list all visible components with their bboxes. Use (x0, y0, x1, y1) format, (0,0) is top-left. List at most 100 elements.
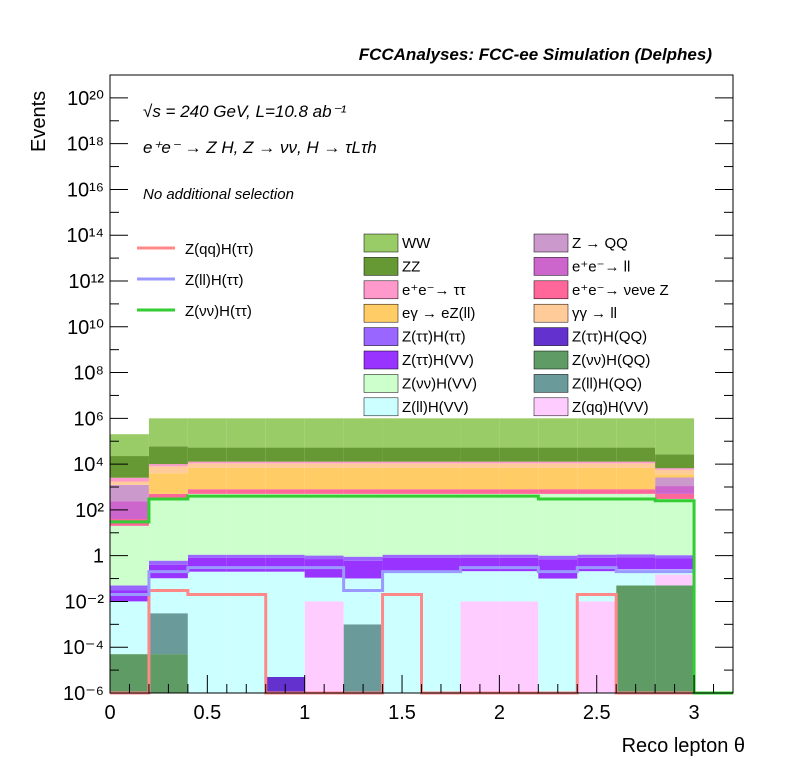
legend-label: Z(νν)H(QQ) (572, 352, 650, 369)
legend-swatch (533, 233, 569, 253)
bar-e-e- (655, 468, 695, 470)
bar--ll (421, 463, 461, 468)
bar-z-qq-h-vv- (304, 601, 344, 693)
bar-zz (577, 447, 617, 462)
bar-z-h- (148, 560, 188, 565)
y-tick-label: 10¹⁸ (67, 134, 104, 156)
bar--ll (343, 463, 383, 468)
bar-zz (421, 447, 461, 462)
bar-zz (538, 447, 578, 462)
process-annotation: e⁺e⁻ → Z H, Z → νν, H → τLτh (143, 138, 377, 157)
legend-swatch (533, 303, 569, 323)
legend-label: Z(νν)H(VV) (402, 375, 477, 392)
bar-e-ez-ll- (148, 473, 188, 494)
bar-ww (226, 418, 266, 448)
bar-z-h- (343, 556, 383, 561)
bar-z-ll-h-vv- (110, 601, 149, 655)
bar-zz (382, 447, 422, 462)
bar-z-h-vv- (226, 557, 266, 572)
legend-swatch (363, 257, 399, 276)
bar-z-qq (110, 484, 149, 502)
y-tick-label: 10⁶ (74, 408, 104, 430)
legend-label: γγ → ll (572, 305, 617, 322)
bar-z-h- (265, 554, 305, 558)
bar-z-ll-h-qq- (148, 613, 188, 655)
legend-label: WW (402, 235, 431, 252)
bar-ww (616, 418, 656, 448)
x-tick-label: 0.5 (193, 702, 221, 724)
legend-label: Z(ll)H(VV) (402, 399, 469, 416)
bar-ww (304, 418, 344, 448)
legend-swatch (363, 327, 399, 346)
y-tick-label: 10² (75, 500, 104, 522)
bar-e-ez-ll- (460, 467, 500, 490)
bar-z-h-vv- (655, 498, 695, 556)
bar-e-ez-ll- (265, 467, 305, 490)
bar-z-h-vv- (460, 557, 500, 572)
bar-z-h-vv- (538, 559, 578, 579)
bar-e-e- (538, 461, 578, 464)
bar-e-e-e-e-z (655, 493, 695, 499)
bar-e-e- (187, 461, 227, 464)
y-tick-label: 10⁻⁶ (63, 683, 104, 705)
bar-z-h- (460, 554, 500, 558)
bar-e-ez-ll- (187, 467, 227, 490)
legend-label: Z → QQ (572, 235, 628, 252)
bar-e-e-e-e-z (148, 493, 188, 499)
x-tick-label: 2 (494, 702, 505, 724)
x-tick-label: 2.5 (583, 702, 611, 724)
bar-e-ez-ll- (421, 467, 461, 490)
bar-z-h-vv- (187, 493, 227, 555)
bar-z-ll-h-vv- (538, 578, 578, 693)
bar-ww (577, 418, 617, 448)
bar-z-h-vv- (616, 493, 656, 555)
bar-z-h-vv- (421, 493, 461, 555)
y-tick-label: 10²⁰ (67, 88, 104, 110)
bar-zz (460, 447, 500, 462)
legend-swatch (363, 233, 399, 253)
energy-annotation: √s = 240 GeV, L=10.8 ab⁻¹ (143, 102, 347, 121)
bar-z-h-vv- (421, 557, 461, 572)
bar-ww (148, 418, 188, 447)
bar--ll (226, 463, 266, 468)
x-tick-label: 1.5 (388, 702, 416, 724)
bar-e-ez-ll- (577, 467, 617, 490)
legend-label: Z(ll)H(QQ) (572, 375, 642, 392)
bar-e-e-ll (655, 486, 695, 494)
x-axis-label: Reco lepton θ (622, 735, 745, 757)
legend-label: ZZ (402, 258, 420, 275)
stacked-histogram (110, 418, 695, 693)
bar-e-e-e-e-z (499, 489, 539, 494)
bar-ww (460, 418, 500, 448)
legend-swatch (533, 350, 569, 370)
bar-z-ll-h-vv- (421, 571, 461, 693)
bar-e-e-e-e-z (265, 489, 305, 494)
bar-z-ll-h-vv- (616, 569, 656, 586)
bar-z-h-vv- (577, 557, 617, 572)
legend-label: e⁺e⁻→ ττ (402, 282, 466, 299)
bar-e-e-e-e-z (421, 489, 461, 494)
bar-z-h-vv- (343, 493, 383, 557)
bar-e-e-e-e-z (382, 489, 422, 494)
bar-z-h- (226, 554, 266, 558)
bar--ll (148, 466, 188, 474)
line-z-qq-h- (110, 589, 695, 695)
legend: Z(qq)H(ττ) Z(ll)H(ττ) Z(νν)H(ττ) WW ZZ e⁺e⁻→ … (137, 233, 669, 417)
bar-z-h- (577, 554, 617, 558)
legend-swatch (533, 327, 569, 346)
bar-z-ll-h-vv- (304, 577, 344, 602)
line-z-ll-h- (110, 566, 695, 597)
bar--ll (265, 463, 305, 468)
bar-e-e-e-e-z (187, 489, 227, 494)
y-tick-label: 10⁻⁴ (63, 637, 104, 659)
bar-ww (343, 418, 383, 448)
bar-z-h-vv- (382, 557, 422, 572)
y-tick-label: 10¹⁶ (67, 179, 104, 201)
bar-e-e- (382, 461, 422, 464)
bar-z-qq (655, 477, 695, 487)
bar-e-e-ll (110, 501, 149, 519)
bar-e-ez-ll- (655, 474, 695, 478)
y-axis-label: Events (28, 91, 50, 152)
bar-z-h-vv- (265, 493, 305, 555)
